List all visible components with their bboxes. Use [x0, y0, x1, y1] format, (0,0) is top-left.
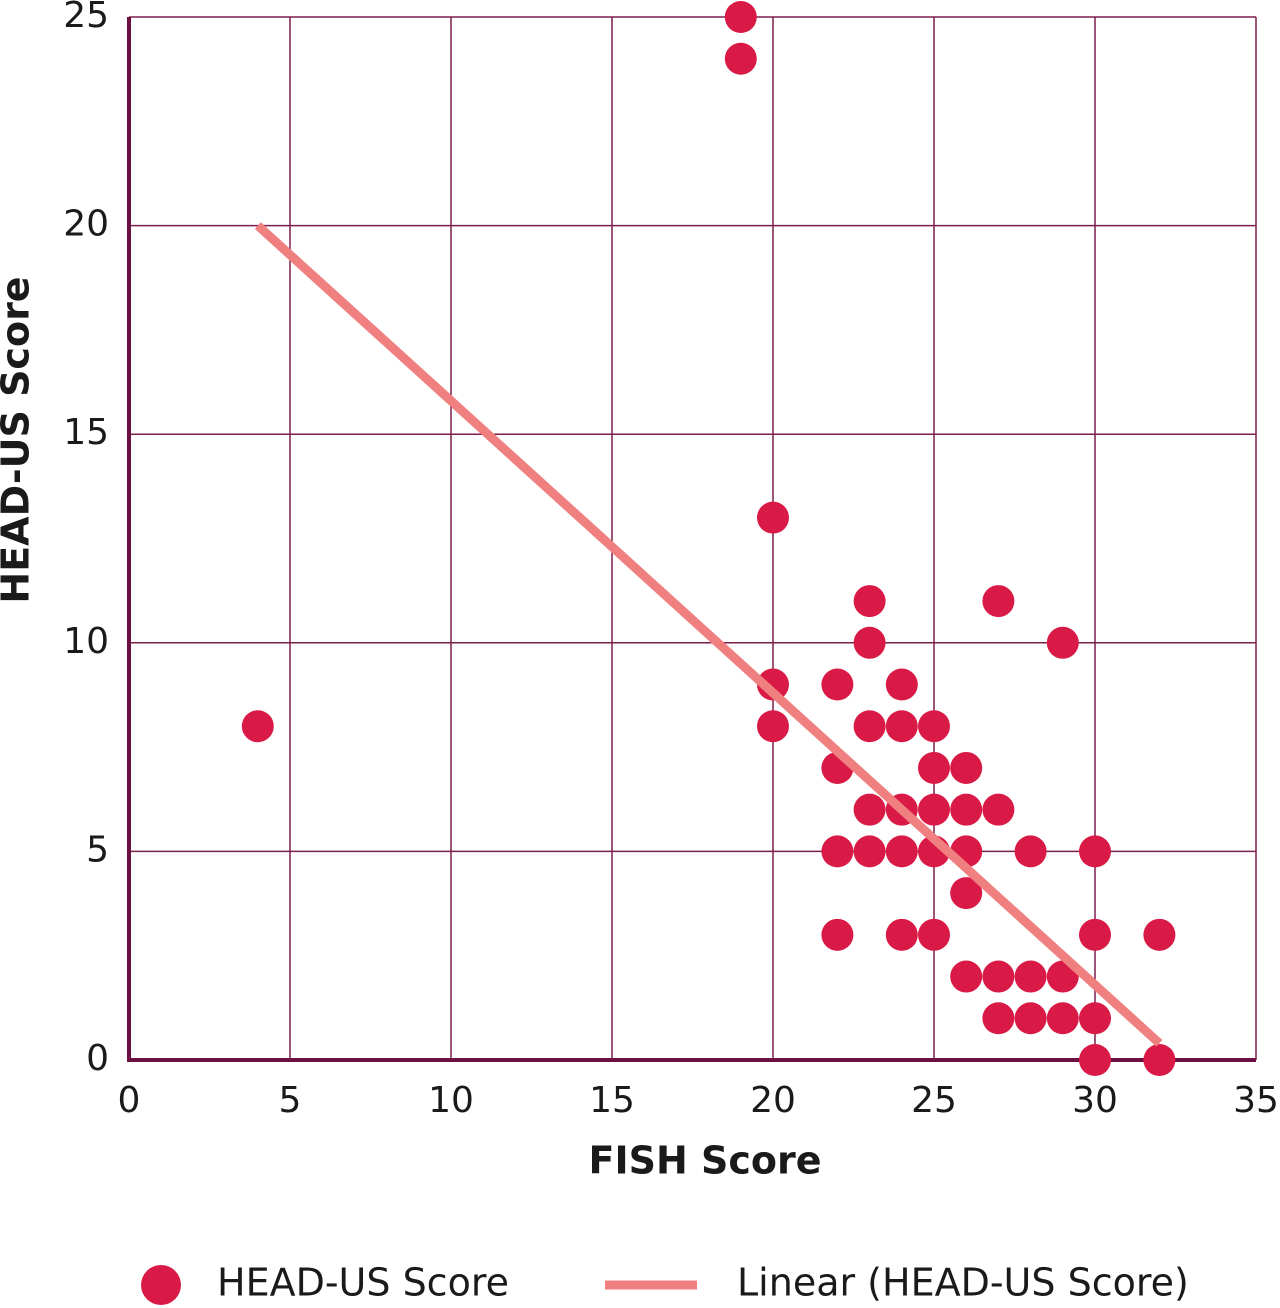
data-point	[1014, 960, 1047, 993]
data-point	[982, 960, 1015, 993]
data-point	[950, 751, 983, 784]
data-point	[918, 918, 950, 951]
data-point	[757, 710, 789, 743]
data-point	[1079, 918, 1111, 951]
data-point	[1046, 1002, 1079, 1035]
legend-label: HEAD-US Score	[217, 1261, 509, 1305]
data-point	[1014, 1002, 1047, 1035]
data-point	[982, 1002, 1015, 1035]
data-point	[1143, 918, 1176, 951]
data-point	[982, 793, 1015, 826]
data-point	[885, 668, 918, 701]
x-tick-label: 25	[911, 1080, 957, 1121]
x-tick-label: 20	[750, 1080, 796, 1121]
data-point	[918, 751, 950, 784]
trend-line	[254, 222, 1163, 1047]
x-tick-label: 35	[1233, 1080, 1279, 1121]
data-point	[1079, 1044, 1111, 1076]
data-point	[853, 793, 886, 826]
data-point	[885, 918, 918, 951]
data-point	[853, 835, 886, 868]
data-point	[241, 710, 274, 743]
data-point	[757, 668, 789, 701]
x-tick-label: 30	[1072, 1080, 1118, 1121]
data-point	[918, 793, 950, 826]
y-tick-label: 15	[63, 412, 109, 453]
data-point	[885, 710, 918, 743]
data-point	[853, 626, 886, 659]
data-point	[1014, 835, 1047, 868]
data-point	[1079, 835, 1111, 868]
data-point	[724, 1, 757, 33]
x-tick-label: 10	[428, 1080, 474, 1121]
data-point	[918, 710, 950, 743]
data-point	[821, 918, 854, 951]
data-point	[1046, 626, 1079, 659]
data-point	[853, 710, 886, 743]
data-point	[950, 793, 983, 826]
data-point	[821, 668, 854, 701]
data-point	[950, 960, 983, 993]
data-point	[982, 585, 1015, 618]
data-point	[1143, 1044, 1176, 1076]
data-point	[821, 835, 854, 868]
y-axis-title: HEAD-US Score	[0, 276, 38, 603]
x-tick-label: 5	[279, 1080, 302, 1121]
y-tick-label: 20	[63, 204, 109, 245]
y-tick-label: 5	[86, 829, 109, 870]
y-tick-label: 10	[63, 621, 109, 662]
data-point	[757, 501, 789, 534]
x-tick-label: 15	[589, 1080, 635, 1121]
x-axis-title: FISH Score	[588, 1139, 821, 1183]
data-point	[885, 835, 918, 868]
x-tick-label: 0	[118, 1080, 141, 1121]
legend-label: Linear (HEAD-US Score)	[737, 1261, 1189, 1305]
data-point	[950, 877, 983, 910]
data-point	[853, 585, 886, 618]
data-point	[724, 42, 757, 75]
y-tick-label: 0	[86, 1038, 109, 1079]
y-tick-label: 25	[63, 0, 109, 36]
data-point	[1079, 1002, 1111, 1035]
legend-swatch	[141, 1265, 181, 1305]
